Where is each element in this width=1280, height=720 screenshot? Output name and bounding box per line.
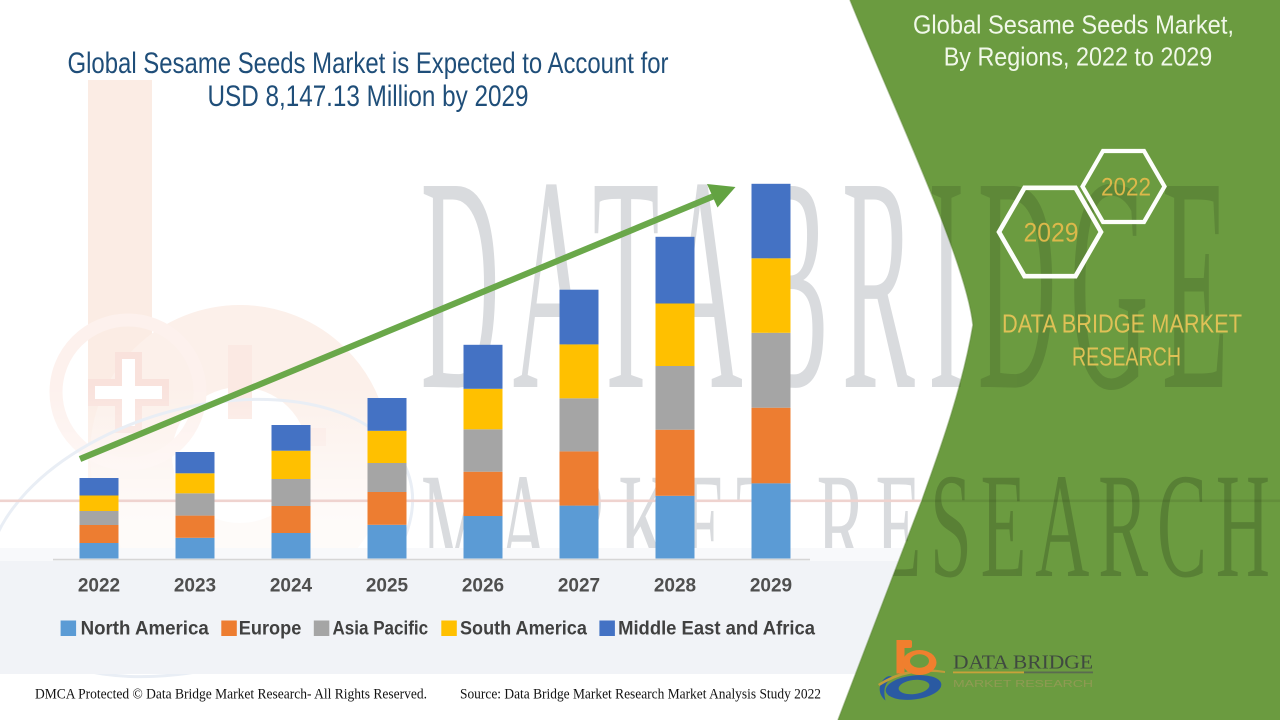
- svg-text:DATA BRIDGE MARKET: DATA BRIDGE MARKET: [1002, 309, 1242, 339]
- svg-text:2022: 2022: [1101, 174, 1151, 202]
- svg-text:MARKET RESEARCH: MARKET RESEARCH: [953, 679, 1093, 690]
- svg-text:RESEARCH: RESEARCH: [1072, 342, 1181, 372]
- svg-text:2029: 2029: [750, 576, 792, 597]
- svg-text:Europe: Europe: [239, 618, 302, 640]
- svg-text:2026: 2026: [462, 576, 504, 597]
- svg-text:Asia Pacific: Asia Pacific: [333, 618, 429, 640]
- svg-text:Middle East and Africa: Middle East and Africa: [618, 618, 815, 640]
- svg-text:North America: North America: [81, 618, 209, 640]
- svg-text:South America: South America: [460, 618, 587, 640]
- svg-text:By Regions, 2022 to 2029: By Regions, 2022 to 2029: [944, 42, 1213, 72]
- svg-text:DATA BRIDGE: DATA BRIDGE: [953, 652, 1093, 674]
- svg-text:2023: 2023: [174, 576, 216, 597]
- svg-text:2024: 2024: [270, 576, 313, 597]
- svg-text:Global Sesame Seeds Market is: Global Sesame Seeds Market is Expected t…: [68, 47, 669, 80]
- svg-text:2028: 2028: [654, 576, 696, 597]
- svg-text:USD 8,147.13 Million by 2029: USD 8,147.13 Million by 2029: [208, 80, 529, 113]
- svg-text:2025: 2025: [366, 576, 409, 597]
- svg-text:2029: 2029: [1024, 218, 1079, 248]
- svg-text:2022: 2022: [78, 576, 120, 597]
- svg-text:2027: 2027: [558, 576, 600, 597]
- svg-text:Source: Data Bridge Market Res: Source: Data Bridge Market Research Mark…: [460, 687, 821, 703]
- svg-text:DMCA Protected © Data Bridge M: DMCA Protected © Data Bridge Market Rese…: [35, 687, 427, 703]
- svg-text:Global Sesame Seeds Market,: Global Sesame Seeds Market,: [913, 10, 1234, 40]
